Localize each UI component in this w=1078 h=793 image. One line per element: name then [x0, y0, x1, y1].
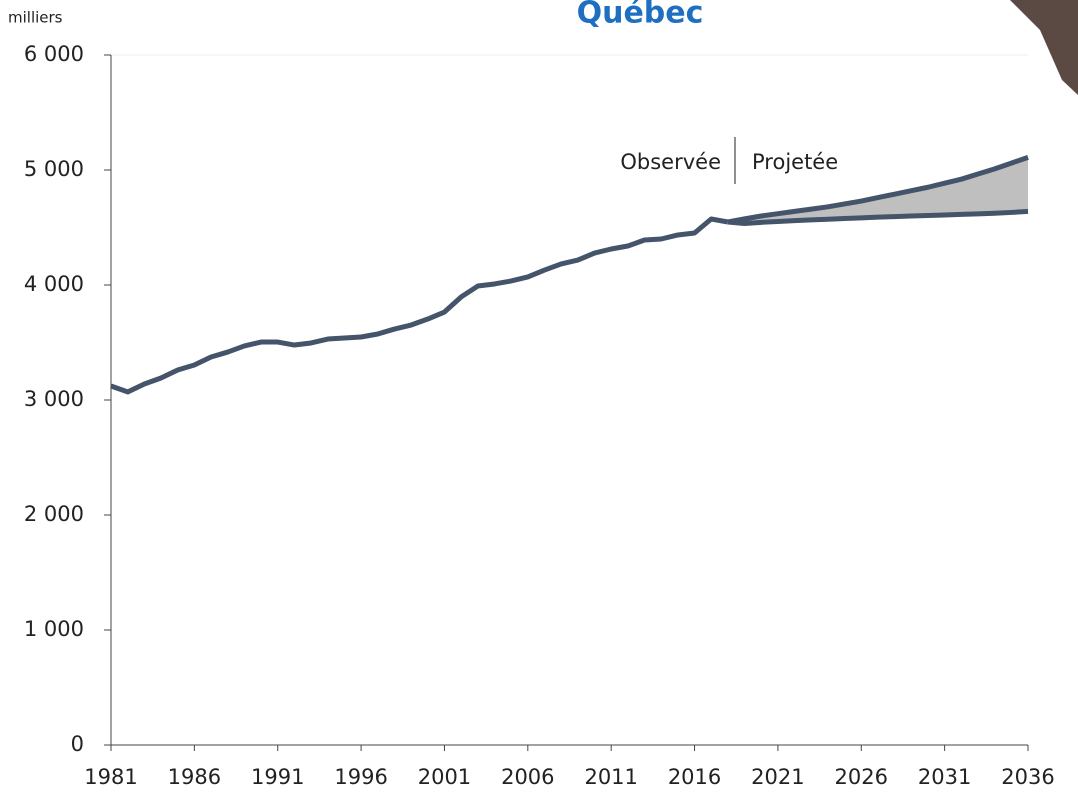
y-unit-label: milliers: [8, 9, 63, 27]
annotation: Observée: [620, 150, 721, 174]
y-tick-label: 3 000: [24, 387, 84, 411]
y-tick-label: 6 000: [24, 42, 84, 66]
x-tick-label: 2031: [918, 765, 971, 789]
x-tick-label: 2016: [668, 765, 721, 789]
x-tick-label: 1981: [84, 765, 137, 789]
y-tick-label: 2 000: [24, 502, 84, 526]
series-line: [111, 219, 728, 392]
y-tick-label: 5 000: [24, 157, 84, 181]
x-tick-label: 2021: [751, 765, 804, 789]
x-tick-label: 2001: [418, 765, 471, 789]
x-tick-label: 2026: [835, 765, 888, 789]
chart-title: Québec: [577, 0, 704, 31]
y-tick-label: 4 000: [24, 272, 84, 296]
annotation: Projetée: [752, 150, 838, 174]
y-tick-label: 1 000: [24, 617, 84, 641]
x-tick-label: 2011: [584, 765, 637, 789]
x-tick-label: 2036: [1001, 765, 1054, 789]
x-tick-label: 2006: [501, 765, 554, 789]
corner-image: [1010, 0, 1078, 95]
chart: Québec milliers Observée Projetée 0 1 000…: [0, 0, 1078, 793]
x-tick-label: 1991: [251, 765, 304, 789]
x-tick-label: 1996: [334, 765, 387, 789]
y-tick-label: 0: [71, 732, 84, 756]
x-tick-label: 1986: [168, 765, 221, 789]
